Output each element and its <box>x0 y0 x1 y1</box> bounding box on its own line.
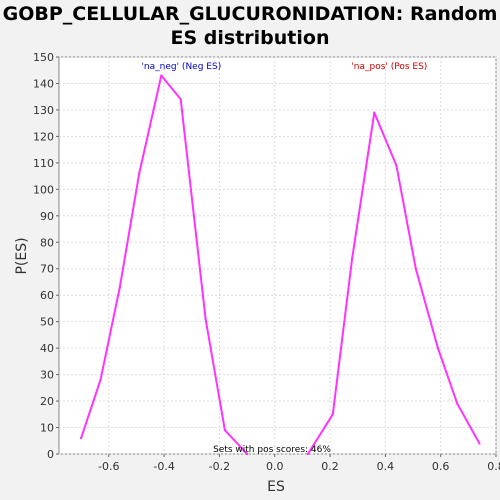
series-label-neg: 'na_neg' (Neg ES) <box>141 62 221 72</box>
legend-layer: 'na_neg' (Neg ES) 'na_pos' (Pos ES) <box>141 62 427 72</box>
chart-title: GOBP_CELLULAR_GLUCURONIDATION: Random ES… <box>0 2 500 50</box>
y-tick-label: 120 <box>33 130 54 143</box>
y-tick-label: 80 <box>40 236 54 249</box>
data-point <box>331 413 334 416</box>
x-tick-label: -0.6 <box>98 460 119 473</box>
y-tick-label: 90 <box>40 210 54 223</box>
x-tick-label: 0.2 <box>321 460 339 473</box>
y-tick-label: 30 <box>40 369 54 382</box>
data-point <box>223 429 226 432</box>
y-tick-label: 10 <box>40 422 54 435</box>
data-point <box>414 267 417 270</box>
chart-title-line-1: GOBP_CELLULAR_GLUCURONIDATION: Random <box>2 3 498 25</box>
data-point <box>179 98 182 101</box>
data-point <box>80 437 83 440</box>
data-point <box>160 74 163 77</box>
y-tick-label: 70 <box>40 263 54 276</box>
x-tick-label: 0.4 <box>377 460 395 473</box>
x-axis-title: ES <box>267 479 285 495</box>
y-axis-title: P(ES) <box>14 237 30 274</box>
y-tick-label: 0 <box>47 448 54 461</box>
ticks-layer: 0 10 20 30 40 50 60 70 80 90 100 110 120 130 140 150 -0.… <box>33 51 500 473</box>
plot-area <box>58 56 497 455</box>
data-point <box>99 378 102 381</box>
data-point <box>456 402 459 405</box>
lines-layer <box>80 74 481 455</box>
chart-title-line-2: ES distribution <box>170 27 330 49</box>
y-tick-label: 150 <box>33 51 54 64</box>
pos-scores-annotation: Sets with pos scores: 46% <box>213 445 331 455</box>
data-point <box>395 164 398 167</box>
data-point <box>246 453 249 455</box>
x-tick-label: -0.2 <box>209 460 230 473</box>
x-tick-label: -0.4 <box>153 460 174 473</box>
data-point <box>204 318 207 321</box>
series-label-pos: 'na_pos' (Pos ES) <box>351 62 427 72</box>
y-tick-label: 60 <box>40 289 54 302</box>
data-point <box>351 257 354 260</box>
data-point <box>478 442 481 445</box>
y-tick-label: 20 <box>40 395 54 408</box>
data-point <box>306 453 309 455</box>
data-point <box>138 172 141 175</box>
y-tick-label: 100 <box>33 183 54 196</box>
y-tick-label: 140 <box>33 77 54 90</box>
data-point <box>436 347 439 350</box>
x-tick-label: 0.8 <box>487 460 500 473</box>
y-tick-label: 40 <box>40 342 54 355</box>
y-tick-label: 110 <box>33 157 54 170</box>
x-tick-label: 0.0 <box>266 460 284 473</box>
data-point <box>373 111 376 114</box>
y-tick-label: 130 <box>33 104 54 117</box>
x-tick-label: 0.6 <box>432 460 450 473</box>
data-point <box>118 286 121 289</box>
y-tick-label: 50 <box>40 316 54 329</box>
